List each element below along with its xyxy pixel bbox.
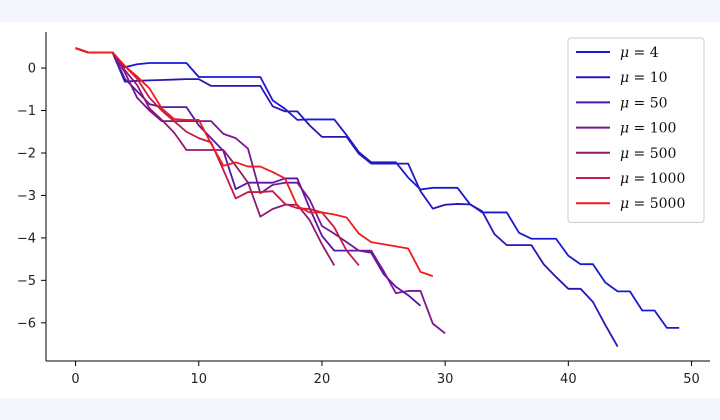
series-line-500 [75, 47, 336, 266]
x-tick-label: 30 [437, 372, 454, 387]
legend-label-4: μ = 4 [620, 45, 659, 61]
y-tick-label: −2 [17, 146, 36, 161]
legend-box [567, 37, 705, 223]
y-tick-label: −6 [17, 316, 36, 331]
legend-label-1000: μ = 1000 [620, 171, 685, 187]
series-line-100 [75, 47, 446, 335]
y-tick-label: −5 [17, 274, 36, 289]
legend: μ = 4 μ = 10 μ = 50 μ = 100 μ = 500 μ = 1000 μ… [567, 37, 705, 223]
x-tick-label: 40 [560, 372, 577, 387]
series-layer [75, 47, 680, 348]
legend-label-5000: μ = 5000 [620, 196, 685, 212]
x-tick-label: 0 [71, 372, 79, 387]
legend-label-50: μ = 50 [620, 95, 668, 111]
series-line-4 [75, 47, 680, 329]
x-tick-label: 50 [683, 372, 700, 387]
legend-label-10: μ = 10 [620, 70, 668, 86]
line-chart: 0 10 20 30 40 500−1−2−3−4−5−6 μ = 4μ = 10μ = … [17, 32, 710, 387]
legend-label-100: μ = 100 [620, 121, 676, 137]
series-line-10 [75, 47, 619, 348]
legend-label-500: μ = 500 [620, 146, 676, 162]
axes-layer: 0 10 20 30 40 50 0 −1 −2 −3 −4 −5 −6 [17, 32, 710, 387]
y-tick-label: 0 [28, 62, 36, 77]
y-tick-label: −4 [17, 231, 36, 246]
x-tick-label: 20 [314, 372, 331, 387]
series-line-5000 [75, 47, 434, 277]
x-tick-label: 10 [190, 372, 207, 387]
y-tick-label: −1 [17, 104, 36, 119]
y-tick-label: −3 [17, 189, 36, 204]
